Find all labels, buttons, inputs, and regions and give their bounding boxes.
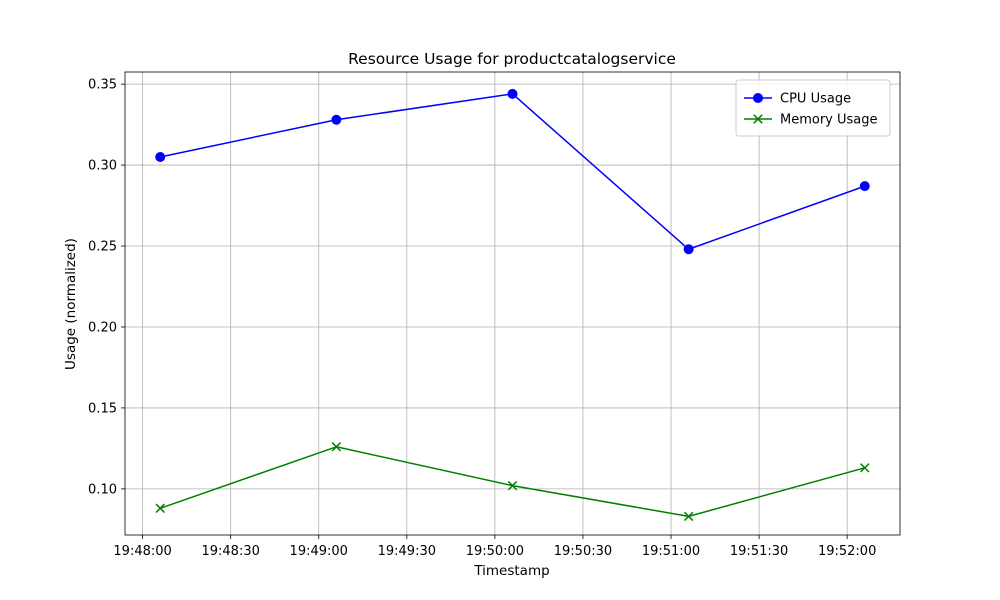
legend-marker-cpu <box>753 93 763 103</box>
data-point-memory-stroke <box>331 442 342 452</box>
x-tick-label: 19:49:30 <box>378 544 436 559</box>
data-point-cpu <box>507 88 518 99</box>
legend-marker-memory <box>753 114 763 124</box>
x-tick-label: 19:51:00 <box>642 544 700 559</box>
data-point-cpu <box>331 114 342 125</box>
y-tick-label: 0.35 <box>88 78 117 93</box>
x-tick-label: 19:48:00 <box>113 544 171 559</box>
data-point-memory <box>860 463 870 473</box>
data-point-memory-stroke <box>683 511 694 522</box>
data-point-memory-stroke <box>860 463 870 473</box>
chart-title: Resource Usage for productcatalogservice <box>348 50 676 68</box>
x-tick-label: 19:48:30 <box>201 544 259 559</box>
x-tick-label: 19:51:30 <box>730 544 788 559</box>
axes-layer: 19:48:00 19:48:30 19:49:00 19:49:30 19:50:00… <box>88 71 901 559</box>
x-tick-label: 19:49:00 <box>290 544 348 559</box>
y-tick-label: 0.25 <box>88 240 117 255</box>
data-point-memory <box>155 503 165 514</box>
legend-marker-memory-stroke <box>753 114 763 124</box>
data-point-memory <box>331 442 342 452</box>
data-point-memory <box>507 480 518 491</box>
data-point-cpu <box>155 151 166 162</box>
data-point-memory-stroke <box>507 480 518 491</box>
legend: CPU Usage Memory Usage <box>735 79 891 137</box>
legend-label-cpu: CPU Usage <box>780 92 851 107</box>
y-tick-label: 0.10 <box>88 482 117 497</box>
x-axis-label: Timestamp <box>473 563 549 579</box>
data-point-cpu <box>859 181 870 192</box>
legend-box <box>735 79 891 137</box>
y-tick-label: 0.30 <box>88 159 117 174</box>
y-axis-label: Usage (normalized) <box>63 238 79 370</box>
y-tick-label: 0.15 <box>88 401 117 416</box>
x-tick-label: 19:50:00 <box>466 544 524 559</box>
grid-layer <box>125 72 900 535</box>
data-point-memory-stroke <box>155 503 165 514</box>
series-layer <box>155 88 870 522</box>
x-tick-label: 19:52:00 <box>818 544 876 559</box>
x-tick-label: 19:50:30 <box>554 544 612 559</box>
data-point-cpu <box>683 244 694 255</box>
plot-frame <box>124 71 901 536</box>
y-tick-label: 0.20 <box>88 320 117 335</box>
legend-label-memory: Memory Usage <box>780 113 878 128</box>
data-point-memory <box>683 511 694 522</box>
